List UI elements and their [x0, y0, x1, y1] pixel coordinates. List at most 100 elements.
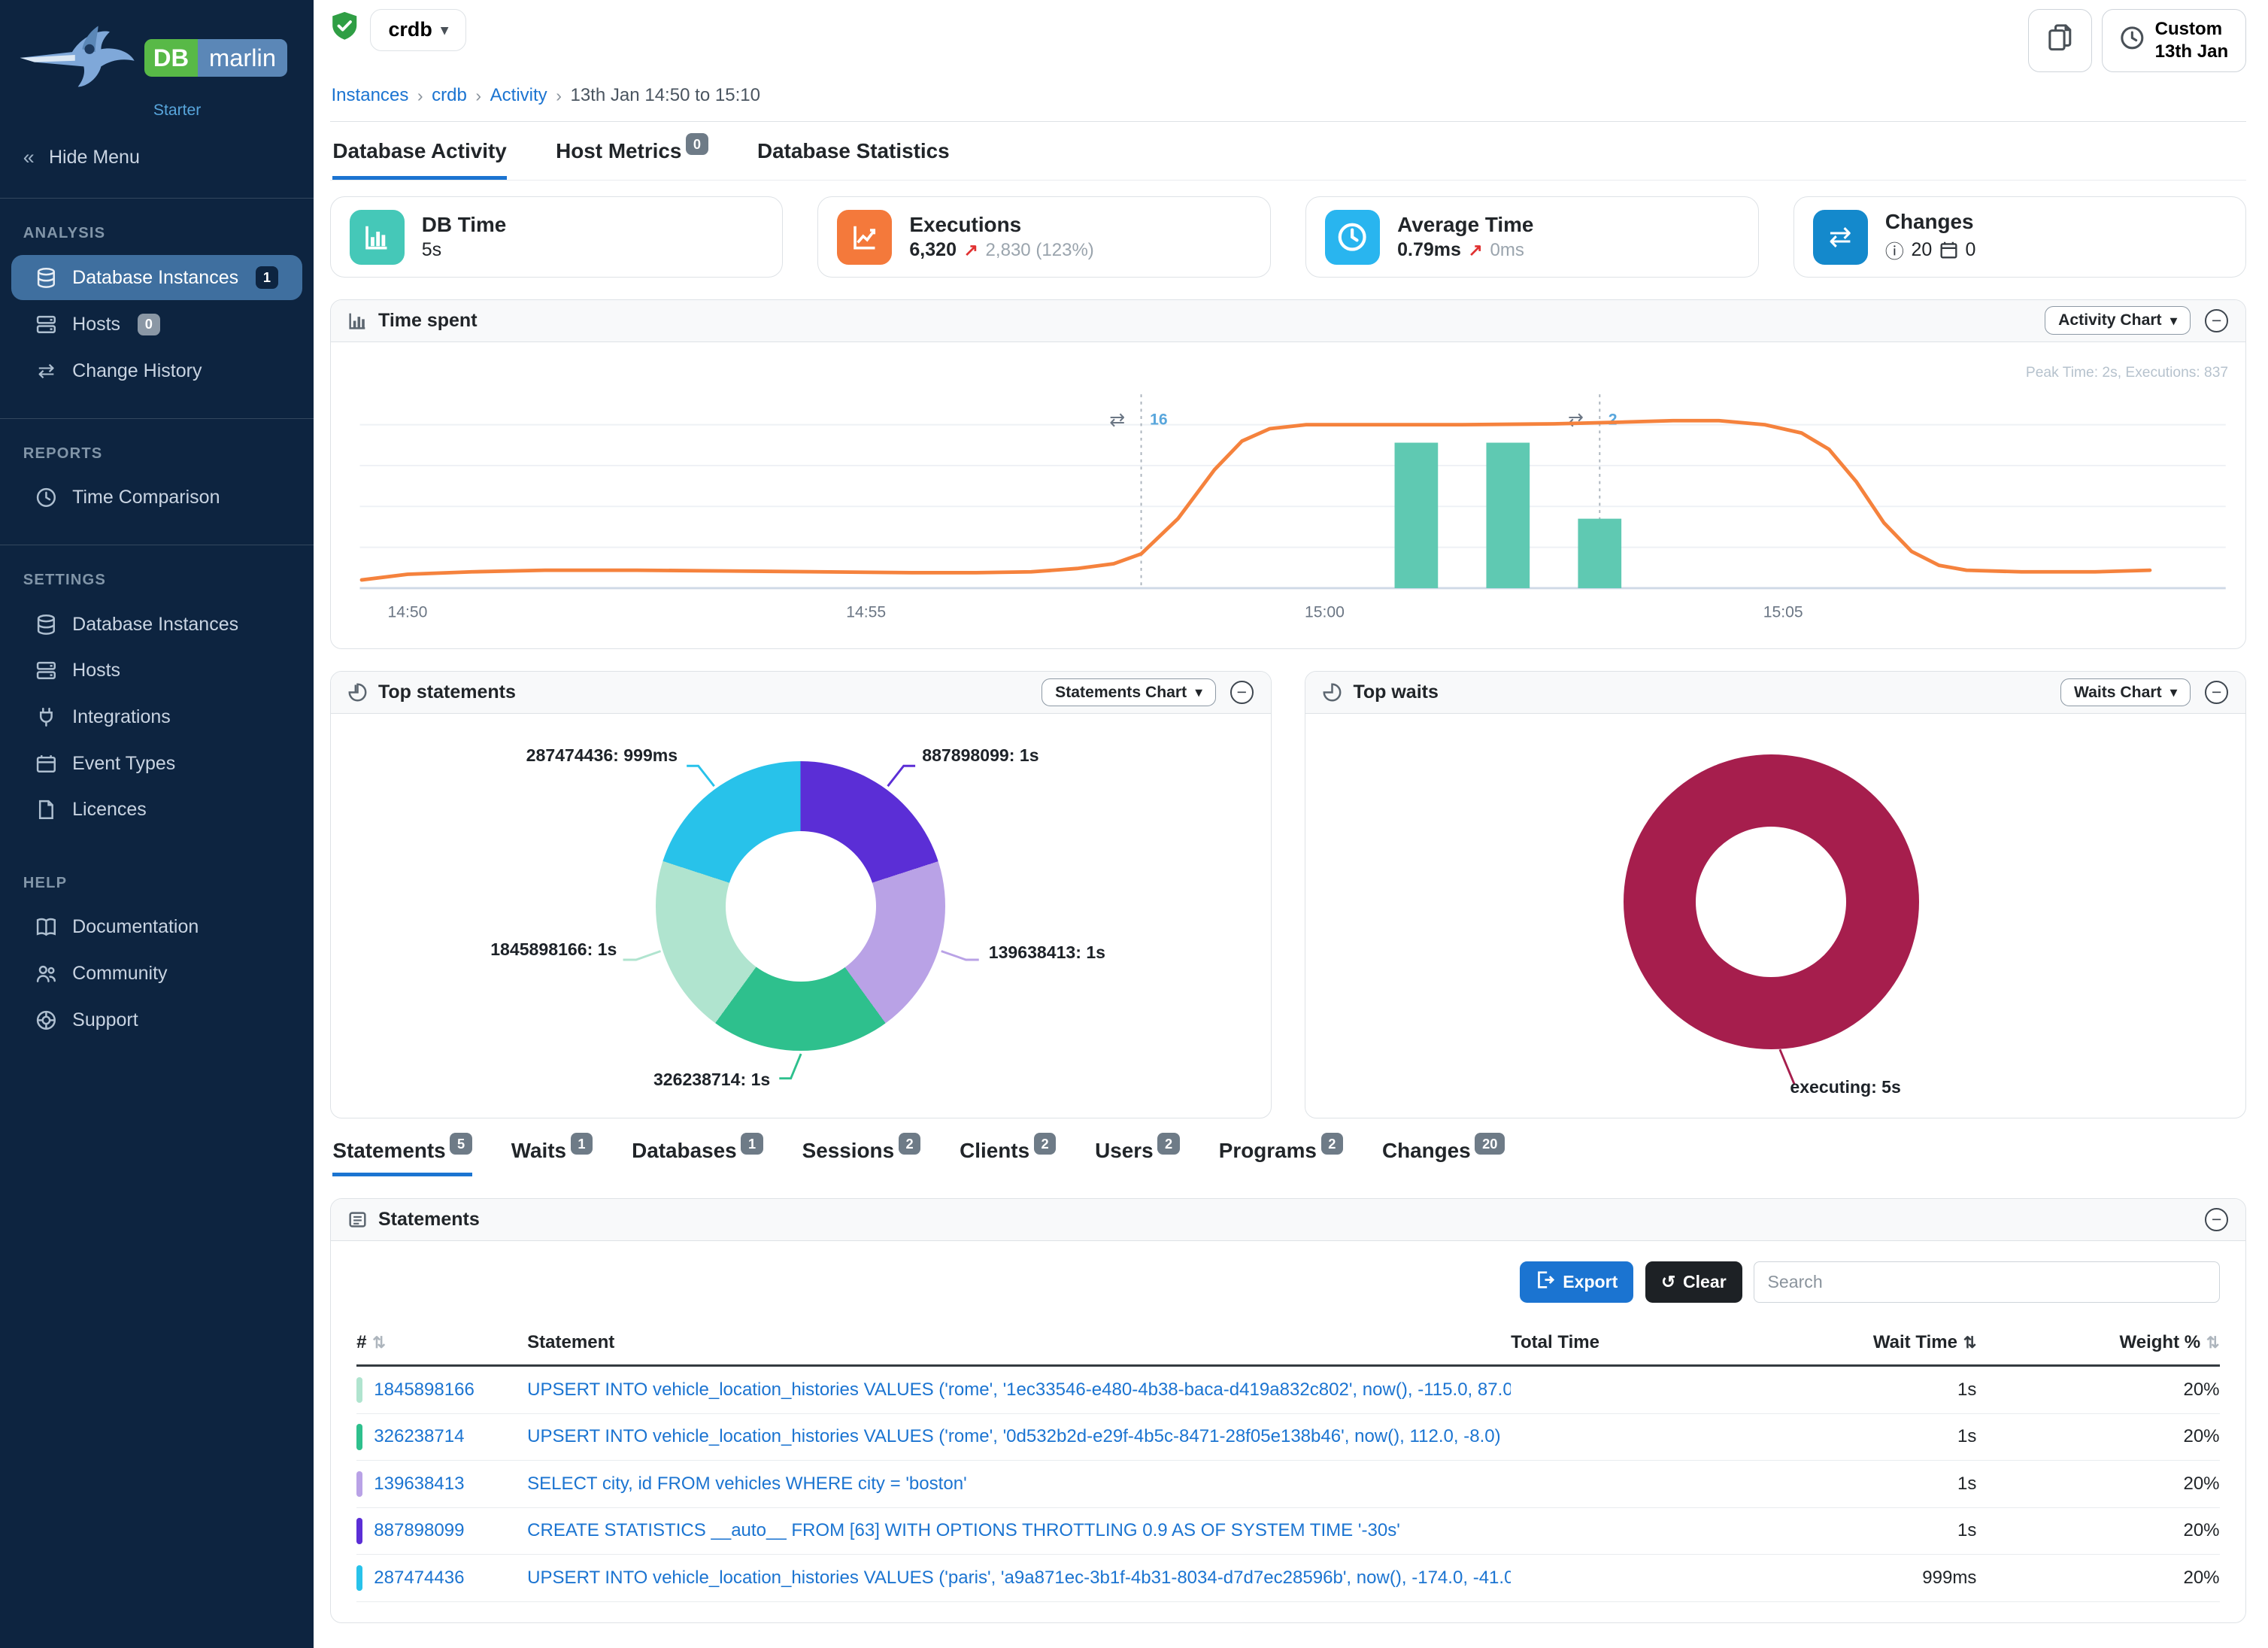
peak-note: Peak Time: 2s, Executions: 837 [2025, 365, 2229, 381]
statement-link[interactable]: SELECT city, id FROM vehicles WHERE city… [527, 1473, 967, 1494]
dbmarlin-logo: DB marlin Starter [0, 0, 314, 126]
kpi-card-changes: ⇄ Changes ⓘ 20 0 [1793, 196, 2247, 278]
tab-badge: 2 [1033, 1133, 1057, 1155]
logo-db-badge: DB [144, 39, 198, 77]
statements-donut-chart[interactable]: 887898099: 1s 139638413: 1s 326238714: 1s 1… [331, 714, 1271, 1118]
sidebar-item-database-instances[interactable]: Database Instances [11, 602, 302, 647]
sidebar-item-database-instances[interactable]: Database Instances 1 [11, 254, 303, 301]
search-input[interactable] [1754, 1261, 2220, 1304]
collapse-panel-icon[interactable]: − [2205, 308, 2229, 332]
svg-text:14:50: 14:50 [387, 603, 427, 621]
kpi-line-icon [837, 209, 893, 265]
wait-time-value: 1s [1713, 1507, 1977, 1555]
up-icon: ↗ [963, 240, 978, 260]
svg-text:⇄: ⇄ [1568, 409, 1584, 430]
breadcrumb-link-crdb[interactable]: crdb [432, 85, 467, 106]
tab-badge: 0 [686, 133, 708, 156]
statement-link[interactable]: UPSERT INTO vehicle_location_histories V… [527, 1567, 1511, 1588]
svg-text:2: 2 [1608, 411, 1617, 428]
statement-link[interactable]: UPSERT INTO vehicle_location_histories V… [527, 1379, 1511, 1400]
database-icon [35, 614, 58, 636]
statements-chart-select[interactable]: Statements Chart ▾ [1041, 678, 1216, 707]
breadcrumb: Instances › crdb › Activity › 13th Jan 14:50 t… [329, 72, 2247, 122]
sidebar-item-time-comparison[interactable]: Time Comparison [11, 475, 302, 521]
kpi-card-db-time: DB Time 5s [329, 196, 784, 278]
sidebar-item-integrations[interactable]: Integrations [11, 695, 302, 740]
tab-waits[interactable]: Waits 1 [511, 1133, 593, 1176]
svg-text:16: 16 [1150, 411, 1168, 428]
activity-chart-select[interactable]: Activity Chart ▾ [2044, 306, 2191, 335]
statement-id-link[interactable]: 887898099 [374, 1520, 465, 1541]
exchange-icon: ⇄ [38, 360, 55, 383]
weight-value: 20% [1976, 1460, 2220, 1508]
export-button[interactable]: Export [1519, 1261, 1634, 1304]
weight-value: 20% [1976, 1365, 2220, 1414]
sidebar-item-support[interactable]: Support [11, 997, 302, 1043]
chevron-down-icon: ▾ [2170, 312, 2177, 328]
shield-check-icon [330, 11, 359, 48]
collapse-panel-icon[interactable]: − [2205, 1207, 2229, 1231]
statement-id-link[interactable]: 326238714 [374, 1426, 465, 1447]
plug-icon [35, 706, 58, 728]
tab-database-activity[interactable]: Database Activity [332, 139, 507, 181]
col-header-id[interactable]: # ⇅ [356, 1320, 528, 1367]
sidebar-item-community[interactable]: Community [11, 951, 302, 996]
col-header-weight[interactable]: Weight % ⇅ [1976, 1320, 2220, 1367]
list-icon [348, 1210, 367, 1229]
statement-id-link[interactable]: 139638413 [374, 1473, 465, 1494]
col-header-total-time[interactable]: Total Time [1511, 1320, 1714, 1367]
breadcrumb-link-instances[interactable]: Instances [331, 85, 409, 106]
kpi-bar-icon [349, 209, 405, 265]
tab-users[interactable]: Users 2 [1095, 1133, 1180, 1176]
collapse-panel-icon[interactable]: − [2205, 681, 2229, 704]
info-icon: ⓘ [1884, 241, 1904, 263]
collapse-panel-icon[interactable]: − [1230, 681, 1254, 704]
statement-link[interactable]: CREATE STATISTICS __auto__ FROM [63] WIT… [527, 1520, 1400, 1541]
instance-selector[interactable]: crdb ▾ [370, 8, 467, 51]
kpi-value: 20 [1911, 239, 1933, 261]
time-spent-chart[interactable]: Peak Time: 2s, Executions: 837 ⇄ 16 ⇄ 2 14:5… [331, 342, 2246, 649]
time-range-button[interactable]: Custom 13th Jan [2102, 8, 2247, 73]
sidebar-item-event-types[interactable]: Event Types [11, 741, 302, 786]
clear-button[interactable]: ↺ Clear [1645, 1261, 1742, 1304]
tab-statements[interactable]: Statements 5 [332, 1133, 472, 1176]
statement-id-link[interactable]: 287474436 [374, 1567, 465, 1588]
sidebar-item-hosts[interactable]: Hosts [11, 648, 302, 693]
col-header-wait-time[interactable]: Wait Time ⇅ [1713, 1320, 1977, 1367]
breadcrumb-link-activity[interactable]: Activity [490, 85, 547, 106]
tab-changes[interactable]: Changes 20 [1382, 1133, 1505, 1176]
kpi-title: Changes [1884, 210, 1974, 234]
sidebar-item-licences[interactable]: Licences [11, 788, 302, 833]
sidebar-item-hosts[interactable]: Hosts 0 [11, 302, 302, 347]
tab-database-statistics[interactable]: Database Statistics [757, 138, 950, 162]
kpi-clock-icon [1324, 209, 1381, 265]
event-icon [35, 753, 58, 775]
sidebar-section-analysis: ANALYSIS Database Instances 1 Hosts 0 ⇄ Change… [0, 198, 314, 410]
kpi-row: DB Time 5s Executions 6,320 ↗ 2,830 (123%) Ave… [329, 196, 2247, 278]
kpi-exchange-icon: ⇄ [1812, 209, 1868, 265]
waits-chart-select[interactable]: Waits Chart ▾ [2060, 678, 2191, 707]
tab-databases[interactable]: Databases 1 [632, 1133, 763, 1176]
hide-menu-button[interactable]: « Hide Menu [0, 126, 314, 190]
wait-time-value: 1s [1713, 1413, 1977, 1461]
instance-name: crdb [388, 18, 432, 41]
col-header-statement[interactable]: Statement [527, 1320, 1511, 1367]
kpi-value: 0 [1965, 239, 1976, 261]
logo-marlin-badge: marlin [197, 39, 288, 77]
tab-sessions[interactable]: Sessions 2 [802, 1133, 921, 1176]
statement-color-chip [356, 1470, 362, 1498]
sidebar-heading: ANALYSIS [23, 224, 106, 241]
tab-host-metrics[interactable]: Host Metrics 0 [556, 133, 708, 180]
donut-label-1845898166: 1845898166: 1s [490, 939, 617, 960]
tab-programs[interactable]: Programs 2 [1219, 1133, 1344, 1176]
waits-donut-chart[interactable]: executing: 5s [1305, 714, 2245, 1118]
table-row: 887898099 CREATE STATISTICS __auto__ FROM… [356, 1507, 2220, 1555]
statement-id-link[interactable]: 1845898166 [374, 1379, 475, 1400]
donut-hole [1696, 826, 1847, 978]
sidebar-item-change-history[interactable]: ⇄ Change History [11, 349, 302, 394]
copy-link-button[interactable] [2028, 8, 2092, 73]
tab-clients[interactable]: Clients 2 [960, 1133, 1057, 1176]
sidebar-item-documentation[interactable]: Documentation [11, 905, 302, 950]
pie-chart-icon [348, 683, 367, 702]
statement-link[interactable]: UPSERT INTO vehicle_location_histories V… [527, 1426, 1501, 1447]
